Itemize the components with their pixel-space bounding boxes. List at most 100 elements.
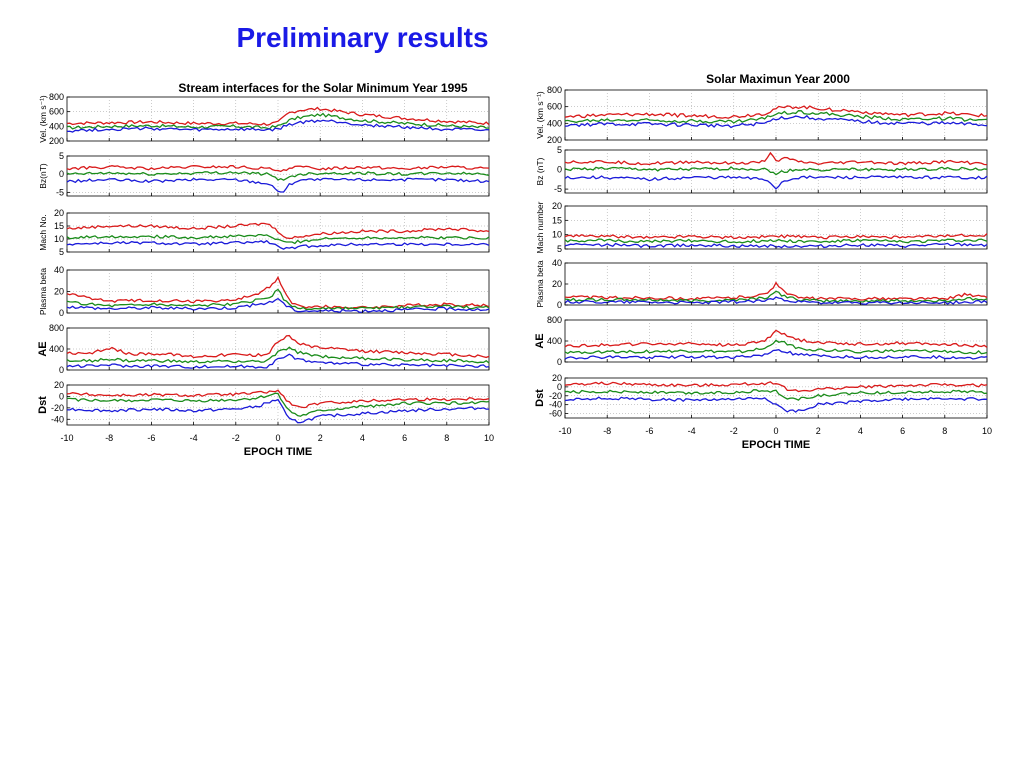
y-tick-label: 800 bbox=[547, 315, 562, 325]
y-axis-label: Dst bbox=[37, 396, 49, 414]
x-tick-label: -8 bbox=[105, 433, 113, 443]
y-tick-label: 200 bbox=[49, 136, 64, 146]
x-tick-label: -2 bbox=[232, 433, 240, 443]
series-line-blue bbox=[66, 297, 490, 314]
y-tick-label: -5 bbox=[554, 184, 562, 194]
y-axis-label: Mach No. bbox=[38, 214, 48, 250]
series-line-green bbox=[564, 389, 988, 401]
x-axis-label: EPOCH TIME bbox=[244, 446, 312, 458]
y-tick-label: 800 bbox=[547, 85, 562, 95]
series-line-green bbox=[67, 392, 490, 417]
y-axis-label: Vel. (km s⁻¹) bbox=[38, 95, 48, 143]
series-line-green bbox=[564, 339, 988, 355]
panel-2: 5 10 15 20 Mach number bbox=[535, 201, 988, 254]
series-line-green bbox=[66, 233, 490, 245]
series-line-red bbox=[564, 329, 988, 348]
y-tick-label: 0 bbox=[557, 357, 562, 367]
series-line-blue bbox=[66, 177, 490, 193]
y-tick-label: 15 bbox=[552, 215, 562, 225]
series-line-red bbox=[66, 165, 490, 173]
x-tick-label: 4 bbox=[858, 426, 863, 436]
y-axis-label: Plasma beta bbox=[535, 260, 545, 308]
y-tick-label: 0 bbox=[557, 300, 562, 310]
y-tick-label: 0 bbox=[59, 391, 64, 401]
y-axis-label: Vel. (km s⁻¹) bbox=[535, 91, 545, 139]
y-tick-label: 200 bbox=[547, 135, 562, 145]
series-line-green bbox=[564, 110, 988, 124]
y-axis-label: Mach number bbox=[535, 201, 545, 253]
x-tick-label: 6 bbox=[900, 426, 905, 436]
y-tick-label: 0 bbox=[59, 365, 64, 375]
series-line-blue bbox=[66, 398, 489, 424]
x-tick-label: -10 bbox=[558, 426, 571, 436]
y-tick-label: 0 bbox=[59, 169, 64, 179]
y-tick-label: 800 bbox=[49, 92, 64, 102]
series-line-red bbox=[66, 106, 490, 127]
x-tick-label: -4 bbox=[190, 433, 198, 443]
chart-title: Solar Maximun Year 2000 bbox=[706, 72, 850, 86]
series-line-red bbox=[66, 222, 490, 240]
series-line-blue bbox=[66, 353, 490, 369]
series-line-green bbox=[66, 346, 490, 364]
series-line-blue bbox=[66, 239, 490, 250]
y-tick-label: 40 bbox=[552, 258, 562, 268]
x-tick-label: 10 bbox=[484, 433, 494, 443]
x-axis-label: EPOCH TIME bbox=[742, 439, 810, 451]
y-tick-label: 20 bbox=[54, 380, 64, 390]
series-line-blue bbox=[564, 175, 988, 190]
y-tick-label: 40 bbox=[54, 265, 64, 275]
panel-1: -5 0 5 Bz(nT) bbox=[38, 151, 490, 197]
y-tick-label: 600 bbox=[547, 102, 562, 112]
y-tick-label: -40 bbox=[549, 400, 562, 410]
y-axis-label: AE bbox=[534, 333, 546, 348]
y-tick-label: 5 bbox=[59, 247, 64, 257]
series-line-green bbox=[564, 238, 988, 244]
chart-title: Stream interfaces for the Solar Minimum … bbox=[178, 81, 468, 95]
x-tick-label: 10 bbox=[982, 426, 992, 436]
y-tick-label: 5 bbox=[59, 151, 64, 161]
panel-3: 0 20 40 Plasma beta bbox=[38, 265, 490, 318]
series-line-red bbox=[66, 275, 490, 310]
series-line-green bbox=[66, 170, 490, 181]
panel-3: 0 20 40 Plasma beta bbox=[535, 258, 988, 310]
series-line-green bbox=[66, 112, 490, 130]
panel-1: -5 0 5 Bz (nT) bbox=[535, 145, 988, 194]
y-axis-label: Bz(nT) bbox=[38, 163, 48, 189]
y-axis-label: AE bbox=[37, 341, 49, 356]
y-axis-label: Plasma beta bbox=[38, 268, 48, 316]
y-tick-label: -20 bbox=[51, 403, 64, 413]
series-line-blue bbox=[564, 396, 988, 413]
y-tick-label: 800 bbox=[49, 323, 64, 333]
x-tick-label: -4 bbox=[688, 426, 696, 436]
slide-title: Preliminary results bbox=[236, 22, 489, 53]
series-line-red bbox=[564, 381, 988, 393]
series-line-blue bbox=[564, 296, 988, 305]
y-tick-label: 0 bbox=[557, 165, 562, 175]
y-tick-label: 20 bbox=[552, 373, 562, 383]
y-tick-label: 0 bbox=[59, 308, 64, 318]
x-tick-label: -2 bbox=[730, 426, 738, 436]
series-line-red bbox=[66, 334, 490, 359]
y-tick-label: 20 bbox=[552, 201, 562, 211]
series-line-red bbox=[564, 105, 988, 119]
series-line-red bbox=[66, 389, 490, 409]
x-tick-label: 4 bbox=[360, 433, 365, 443]
y-tick-label: 20 bbox=[552, 279, 562, 289]
y-tick-label: 10 bbox=[54, 234, 64, 244]
y-tick-label: -5 bbox=[56, 187, 64, 197]
y-tick-label: 0 bbox=[557, 382, 562, 392]
y-tick-label: 15 bbox=[54, 221, 64, 231]
x-tick-label: -6 bbox=[147, 433, 155, 443]
series-line-red bbox=[564, 233, 988, 240]
x-tick-label: -6 bbox=[645, 426, 653, 436]
series-line-green bbox=[564, 290, 988, 303]
series-line-blue bbox=[564, 349, 988, 360]
y-tick-label: 20 bbox=[54, 208, 64, 218]
y-axis-label: Bz (nT) bbox=[535, 157, 545, 185]
